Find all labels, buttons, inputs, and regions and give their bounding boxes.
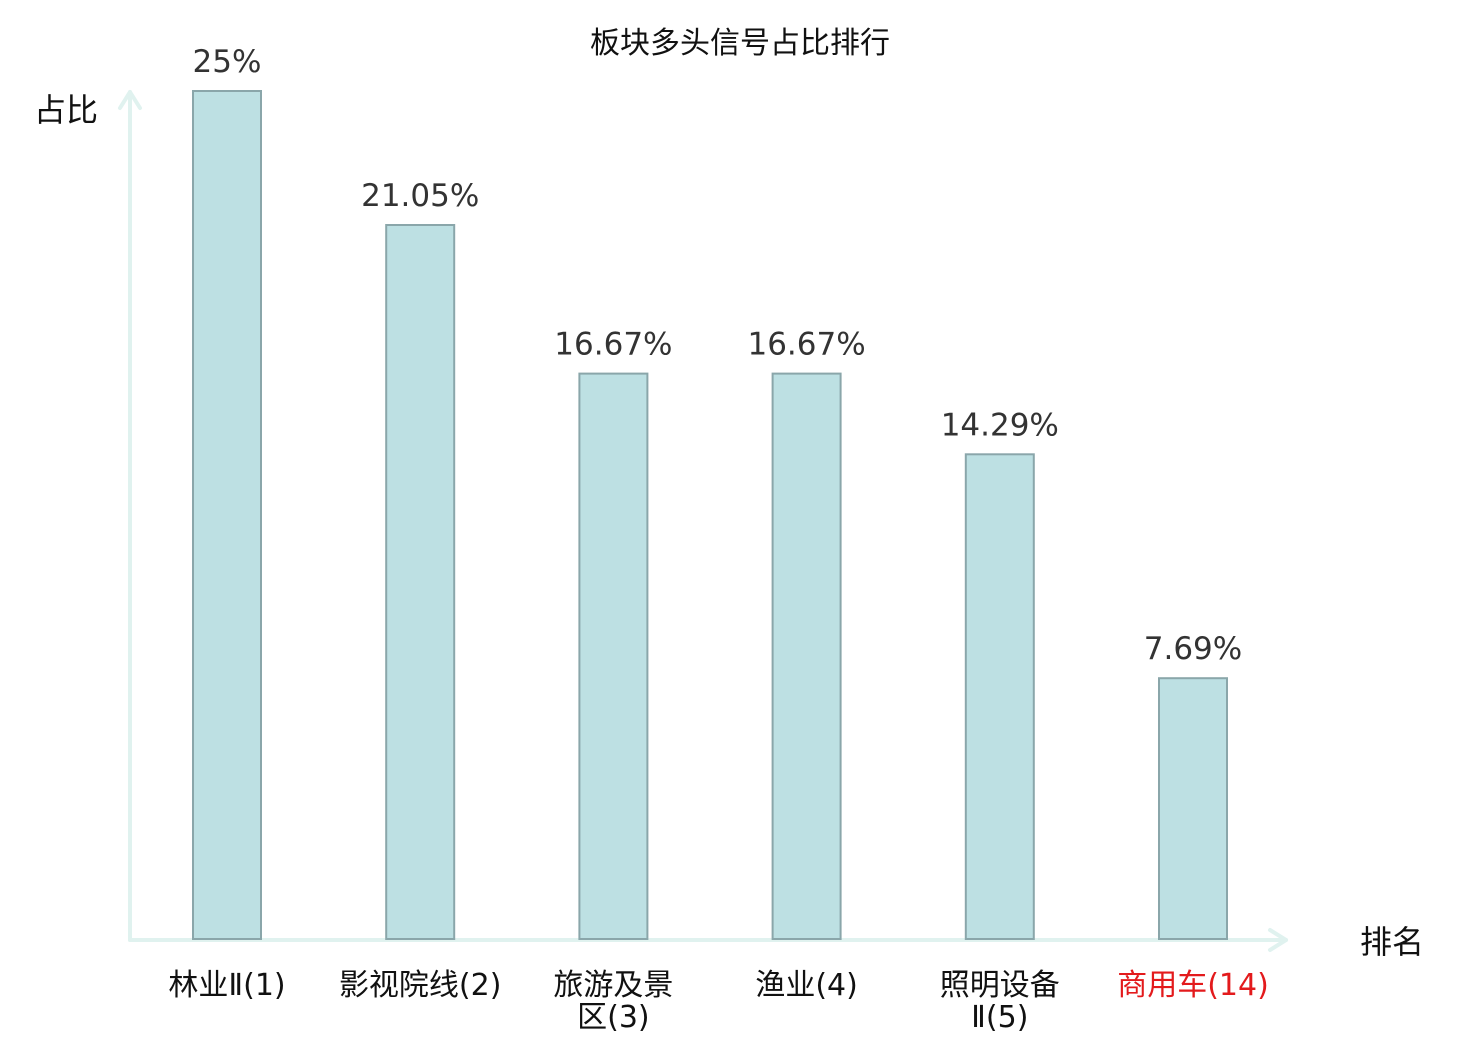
x-tick-label: 商用车(14) <box>1117 968 1269 1003</box>
x-tick-label-line: 商用车(14) <box>1117 968 1269 1003</box>
x-tick-label-line: 影视院线(2) <box>339 968 502 1003</box>
axes <box>118 90 1288 952</box>
x-tick-label: 影视院线(2) <box>339 968 502 1003</box>
x-axis-arrow-icon <box>1268 928 1288 952</box>
bar-value-label: 14.29% <box>941 407 1059 443</box>
bar <box>771 372 842 941</box>
x-tick-label-line: 林业Ⅱ(1) <box>168 968 285 1003</box>
value-labels-group: 25% 21.05% 16.67% 16.67% 14.29% 7.69% <box>193 44 1243 667</box>
x-tick-label: 林业Ⅱ(1) <box>168 968 285 1003</box>
bar <box>385 224 456 940</box>
chart-title: 板块多头信号占比排行 <box>590 26 890 61</box>
x-tick-label-line: Ⅱ(5) <box>971 1000 1028 1035</box>
x-tick-label-line: 旅游及景 <box>553 968 673 1003</box>
bar-value-label: 21.05% <box>361 178 479 214</box>
bar-value-label: 16.67% <box>747 327 865 363</box>
bar <box>578 372 649 941</box>
x-tick-label: 照明设备 Ⅱ(5) <box>940 968 1060 1035</box>
y-axis-arrow-icon <box>118 90 142 110</box>
bar <box>964 453 1035 940</box>
x-tick-label-line: 照明设备 <box>940 968 1060 1003</box>
x-tick-label: 渔业(4) <box>755 968 858 1003</box>
bar-value-label: 25% <box>193 44 262 80</box>
bar <box>192 90 262 940</box>
bar-value-label: 7.69% <box>1144 631 1242 667</box>
y-axis-label: 占比 <box>34 91 98 129</box>
x-tick-label-line: 渔业(4) <box>755 968 858 1003</box>
x-tick-label: 旅游及景区(3) <box>553 968 673 1035</box>
x-axis-label: 排名 <box>1360 923 1424 961</box>
bar-value-label: 16.67% <box>554 327 672 363</box>
bar <box>1158 677 1228 940</box>
bars-group <box>192 90 1228 941</box>
x-tick-labels-group: 林业Ⅱ(1) 影视院线(2) 旅游及景区(3) 渔业(4) 照明设备 Ⅱ(5) 商用车(14… <box>168 968 1268 1035</box>
x-tick-label-line: 区(3) <box>577 1000 650 1035</box>
